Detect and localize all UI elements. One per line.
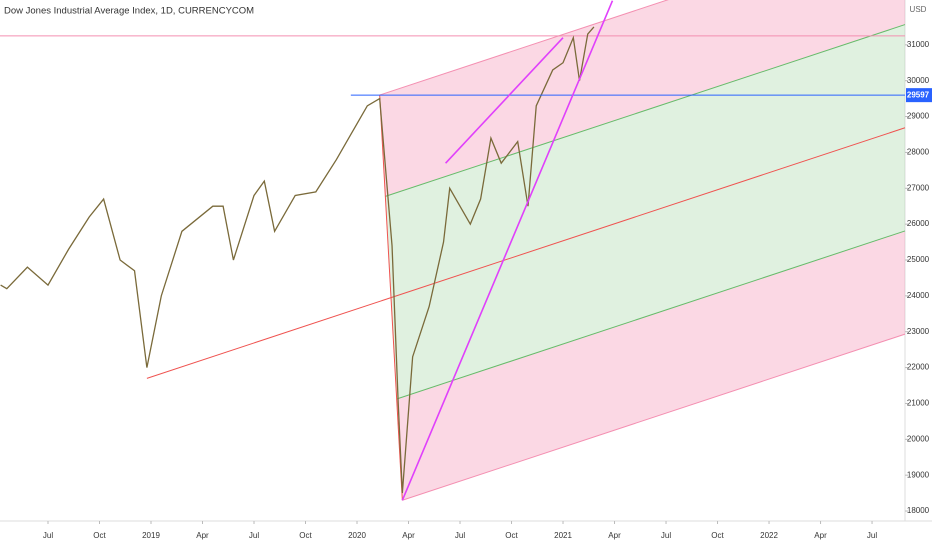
chart-title: Dow Jones Industrial Average Index, 1D, … — [4, 6, 254, 17]
x-tick-label: 2021 — [554, 531, 572, 540]
pitchfork-lower-tine — [402, 333, 906, 501]
x-tick-label: Jul — [43, 531, 53, 540]
x-tick-label: Oct — [711, 531, 724, 540]
x-tick-label: 2020 — [348, 531, 366, 540]
x-tick-label: Apr — [608, 531, 621, 540]
x-tick-label: 2022 — [760, 531, 778, 540]
currency-label: USD — [910, 5, 927, 14]
y-tick-label: 21000 — [907, 399, 930, 408]
y-tick-label: 18000 — [907, 506, 930, 515]
x-tick-label: Oct — [93, 531, 106, 540]
y-tick-label: 24000 — [907, 291, 930, 300]
pitchfork-upper-half — [385, 24, 906, 197]
y-tick-label: 26000 — [907, 219, 930, 228]
pitchfork-handle — [379, 95, 403, 501]
y-tick-label: 20000 — [907, 434, 930, 443]
x-tick-label: Apr — [402, 531, 415, 540]
y-tick-label: 31000 — [907, 40, 930, 49]
y-tick-label: 25000 — [907, 255, 930, 264]
x-tick-label: Jul — [455, 531, 465, 540]
pitchfork-median — [146, 127, 906, 379]
x-tick-label: Jul — [661, 531, 671, 540]
x-tick-label: Apr — [814, 531, 827, 540]
pitchfork-lower-band — [396, 230, 905, 501]
y-tick-label: 23000 — [907, 327, 930, 336]
y-tick-label: 19000 — [907, 470, 930, 479]
x-tick-label: Oct — [299, 531, 312, 540]
y-tick-label: 28000 — [907, 148, 930, 157]
pitchfork-upper-tine — [379, 0, 669, 96]
pitchfork-inner-band — [385, 24, 905, 399]
x-tick-label: Oct — [505, 531, 518, 540]
pitchfork-upper-band — [379, 0, 905, 197]
price-label-box — [906, 88, 932, 103]
y-tick-label: 30000 — [907, 76, 930, 85]
x-tick-label: Jul — [867, 531, 877, 540]
pitchfork-lower-half — [396, 230, 906, 400]
trend-line — [445, 37, 564, 164]
x-tick-label: 2019 — [142, 531, 160, 540]
y-tick-label: 29000 — [907, 112, 930, 121]
x-tick-label: Apr — [196, 531, 209, 540]
trend-line — [401, 0, 614, 501]
y-tick-label: 22000 — [907, 363, 930, 372]
x-tick-label: Jul — [249, 531, 259, 540]
price-label: 29597 — [907, 90, 930, 99]
price-series — [0, 26, 595, 494]
y-tick-label: 27000 — [907, 183, 930, 192]
